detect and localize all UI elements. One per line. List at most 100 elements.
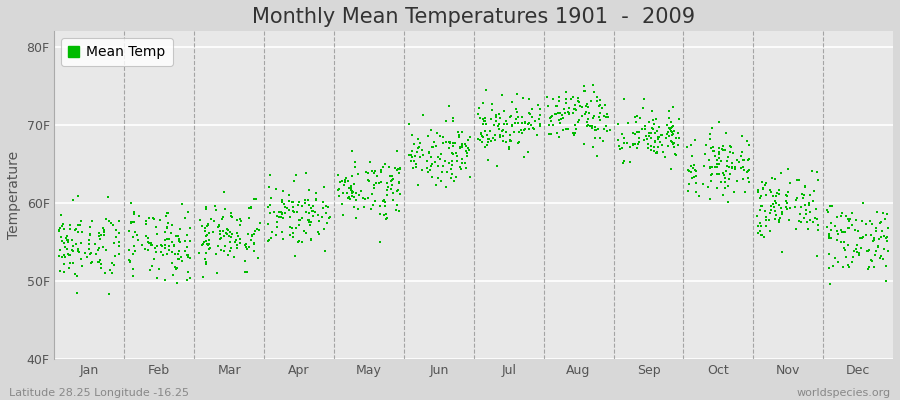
Point [172, 236, 186, 243]
Point [741, 168, 755, 175]
Point [284, 214, 298, 220]
Point [431, 174, 446, 181]
Point [209, 251, 223, 257]
Point [196, 241, 211, 247]
Point [758, 182, 772, 188]
Point [407, 140, 421, 147]
Point [593, 117, 608, 123]
Point [522, 119, 536, 126]
Point [459, 148, 473, 154]
Point [232, 240, 247, 247]
Point [580, 119, 594, 125]
Point [248, 228, 262, 234]
Point [472, 115, 487, 122]
Point [364, 190, 379, 197]
Point [805, 168, 819, 174]
Point [763, 210, 778, 216]
Point [754, 179, 769, 185]
Point [555, 126, 570, 133]
Point [799, 211, 814, 218]
Point [680, 188, 695, 194]
Point [712, 161, 726, 168]
Point [330, 172, 345, 178]
Point [183, 225, 197, 232]
Point [213, 234, 228, 241]
Point [415, 167, 429, 173]
Point [769, 193, 783, 200]
Point [302, 210, 317, 216]
Point [362, 178, 376, 184]
Point [759, 216, 773, 223]
Point [820, 224, 834, 230]
Point [302, 217, 316, 224]
Point [637, 96, 652, 102]
Point [446, 158, 460, 164]
Point [460, 153, 474, 160]
Point [405, 132, 419, 138]
Point [270, 213, 284, 219]
Point [374, 211, 388, 217]
Point [875, 227, 889, 234]
Point [636, 136, 651, 143]
Point [294, 215, 309, 222]
Point [541, 102, 555, 109]
Point [70, 222, 85, 228]
Point [450, 129, 464, 135]
Point [342, 194, 356, 200]
Point [223, 229, 238, 236]
Point [710, 157, 724, 163]
Point [73, 222, 87, 228]
Point [742, 179, 756, 186]
Point [112, 251, 126, 257]
Point [820, 207, 834, 213]
Point [301, 217, 315, 224]
Y-axis label: Temperature: Temperature [7, 151, 21, 239]
Point [849, 246, 863, 252]
Point [273, 209, 287, 216]
Point [447, 178, 462, 185]
Point [662, 133, 677, 139]
Point [567, 132, 581, 138]
Point [386, 190, 400, 196]
Point [723, 149, 737, 155]
Point [99, 246, 113, 253]
Point [413, 154, 428, 160]
Point [454, 156, 469, 162]
Point [85, 218, 99, 224]
Point [544, 114, 558, 120]
Point [245, 232, 259, 238]
Point [824, 203, 839, 209]
Point [832, 259, 846, 265]
Point [210, 269, 224, 276]
Point [830, 236, 844, 243]
Point [128, 248, 142, 255]
Point [62, 265, 77, 271]
Point [867, 264, 881, 270]
Point [298, 200, 312, 206]
Point [443, 140, 457, 147]
Point [411, 182, 426, 188]
Point [220, 231, 234, 238]
Point [103, 218, 117, 225]
Point [647, 138, 662, 144]
Point [183, 238, 197, 244]
Point [500, 120, 514, 127]
Point [727, 164, 742, 171]
Point [753, 228, 768, 234]
Point [660, 131, 674, 137]
Point [346, 189, 360, 195]
Point [338, 175, 353, 182]
Point [433, 156, 447, 162]
Point [454, 140, 469, 147]
Point [220, 226, 235, 233]
Point [239, 268, 254, 275]
Point [630, 144, 644, 151]
Point [758, 208, 772, 214]
Point [718, 175, 733, 181]
Point [407, 158, 421, 164]
Point [361, 176, 375, 183]
Point [796, 195, 810, 201]
Point [510, 114, 525, 120]
Point [94, 232, 109, 238]
Point [667, 128, 681, 134]
